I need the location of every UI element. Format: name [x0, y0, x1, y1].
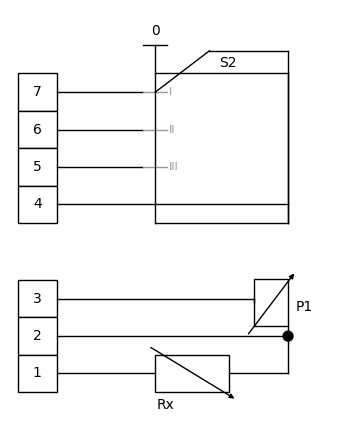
Text: Rx: Rx	[156, 398, 174, 412]
Text: I: I	[169, 87, 172, 97]
Text: S2: S2	[219, 56, 237, 70]
Bar	[254, 279, 288, 326]
Circle shape	[283, 331, 293, 341]
Text: II: II	[169, 125, 176, 134]
Bar	[17, 317, 57, 355]
Text: P1: P1	[296, 299, 313, 314]
Bar	[17, 73, 57, 111]
Text: 7: 7	[33, 85, 42, 99]
Text: 2: 2	[33, 329, 42, 343]
Bar	[17, 355, 57, 392]
Text: 0: 0	[151, 24, 160, 38]
Bar	[155, 355, 229, 392]
Bar	[17, 186, 57, 223]
Bar	[17, 148, 57, 186]
Text: 6: 6	[33, 122, 42, 137]
Text: III: III	[169, 162, 179, 172]
Bar	[17, 111, 57, 148]
Text: 3: 3	[33, 292, 42, 306]
Text: 5: 5	[33, 160, 42, 174]
Bar	[17, 280, 57, 317]
Text: 4: 4	[33, 197, 42, 211]
Text: 1: 1	[33, 367, 42, 380]
